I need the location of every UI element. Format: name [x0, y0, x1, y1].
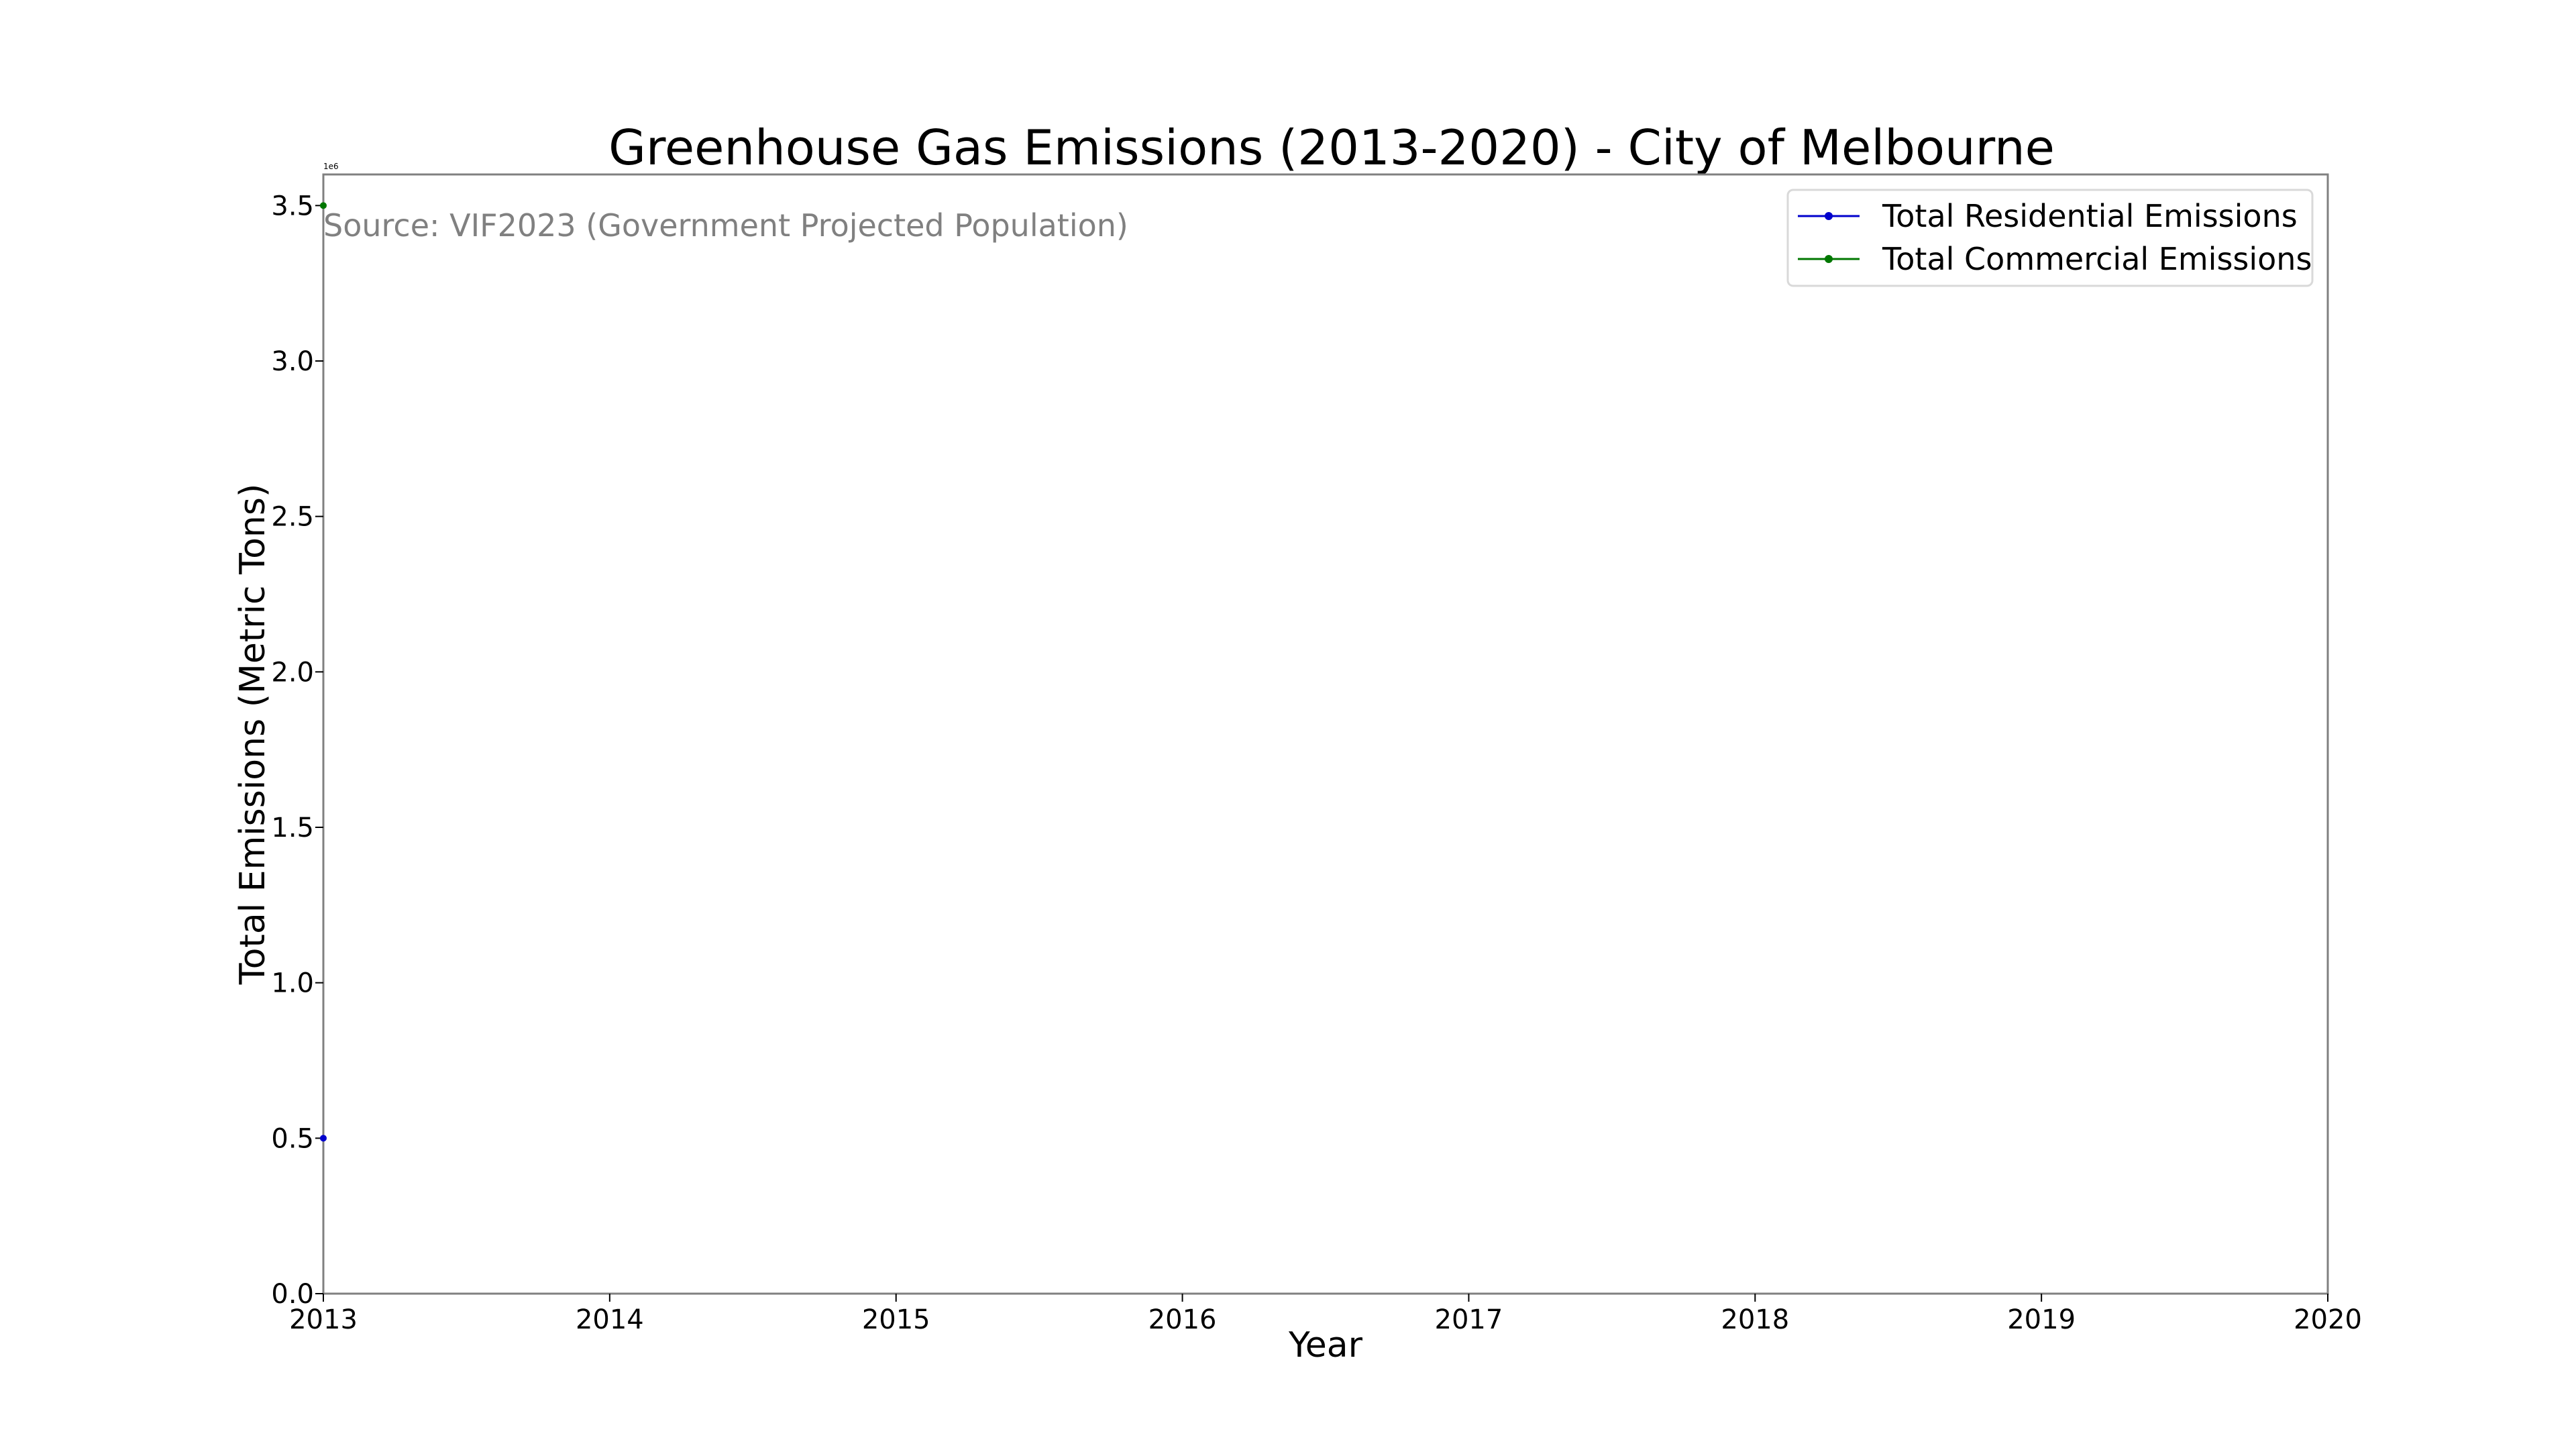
y-tick-label: 3.5 [271, 191, 314, 221]
y-tick-label: 0.5 [271, 1123, 314, 1154]
x-axis-label: Year [1288, 1325, 1363, 1365]
plot-area [322, 173, 2329, 1295]
legend-marker [1825, 212, 1833, 220]
legend-box [1786, 189, 2314, 287]
y-axis: 0.0 0.5 1.0 1.5 2.0 2.5 3.0 3.5 [271, 191, 323, 1310]
x-tick-label: 2014 [576, 1304, 644, 1335]
x-axis: 2013 2014 2015 2016 2017 2018 2019 2020 [289, 1294, 2362, 1335]
x-tick-label: 2020 [2294, 1304, 2362, 1335]
x-tick-label: 2019 [2007, 1304, 2076, 1335]
x-tick-label: 2016 [1148, 1304, 1217, 1335]
legend: Total Residential Emissions Total Commerc… [1786, 189, 2314, 287]
y-tick-label: 1.5 [271, 813, 314, 843]
legend-entries: Total Residential Emissions Total Commerc… [1798, 198, 2312, 277]
y-tick-label: 3.0 [271, 346, 314, 377]
data-point [320, 202, 327, 209]
y-tick-label: 0.0 [271, 1279, 314, 1310]
chart-title: Greenhouse Gas Emissions (2013-2020) - C… [608, 119, 2055, 176]
y-tick-label: 1.0 [271, 968, 314, 999]
x-tick-label: 2013 [289, 1304, 358, 1335]
y-axis-label: Total Emissions (Metric Tons) [233, 484, 273, 986]
series-layer [320, 202, 327, 1142]
source-annotation: Source: VIF2023 (Government Projected Po… [323, 207, 1128, 244]
legend-label: Total Commercial Emissions [1882, 241, 2312, 277]
legend-label: Total Residential Emissions [1882, 198, 2298, 234]
x-tick-label: 2015 [862, 1304, 930, 1335]
data-point [320, 1135, 327, 1142]
y-offset-label: 1e6 [323, 162, 339, 171]
x-tick-label: 2018 [1721, 1304, 1789, 1335]
y-tick-label: 2.5 [271, 502, 314, 533]
legend-marker [1825, 255, 1833, 263]
y-tick-label: 2.0 [271, 657, 314, 688]
x-tick-label: 2017 [1435, 1304, 1503, 1335]
